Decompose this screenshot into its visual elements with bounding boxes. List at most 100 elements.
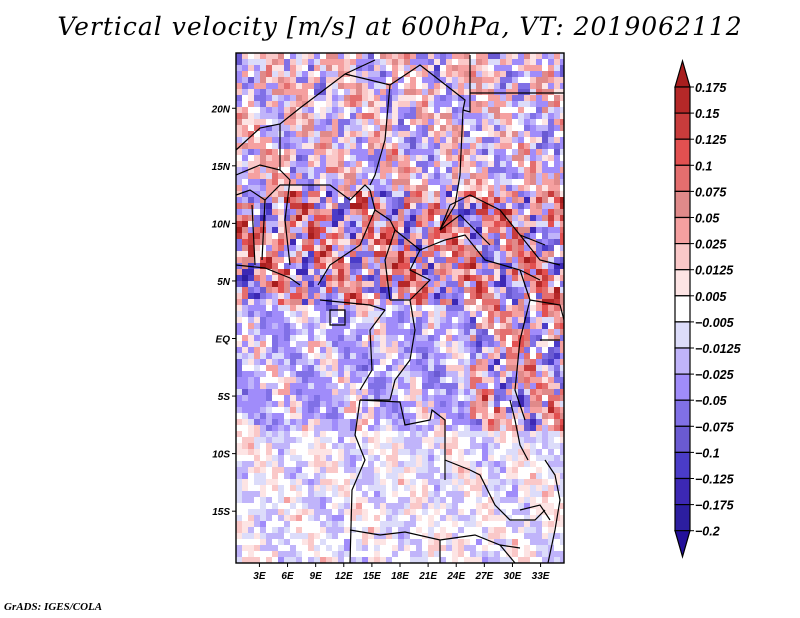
field-cell [374, 527, 380, 533]
field-cell [422, 59, 428, 65]
field-cell [320, 455, 326, 461]
field-cell [386, 455, 392, 461]
y-tick-label: 10N [212, 219, 231, 230]
field-cell [554, 251, 560, 257]
field-cell [470, 113, 476, 119]
field-cell [530, 293, 536, 299]
field-cell [494, 167, 500, 173]
field-cell [470, 251, 476, 257]
field-cell [488, 71, 494, 77]
field-cell [278, 173, 284, 179]
field-cell [446, 479, 452, 485]
field-cell [338, 239, 344, 245]
field-cell [512, 179, 518, 185]
field-cell [380, 161, 386, 167]
field-cell [452, 389, 458, 395]
field-cell [278, 233, 284, 239]
field-cell [482, 425, 488, 431]
field-cell [482, 383, 488, 389]
field-cell [266, 503, 272, 509]
field-cell [398, 515, 404, 521]
field-cell [272, 383, 278, 389]
field-cell [518, 533, 524, 539]
field-cell [506, 539, 512, 545]
field-cell [242, 179, 248, 185]
field-cell [236, 455, 242, 461]
field-cell [236, 149, 242, 155]
field-cell [506, 143, 512, 149]
field-cell [326, 293, 332, 299]
field-cell [494, 203, 500, 209]
field-cell [554, 497, 560, 503]
field-cell [530, 131, 536, 137]
field-cell [476, 389, 482, 395]
field-cell [458, 299, 464, 305]
field-cell [518, 215, 524, 221]
field-cell [326, 479, 332, 485]
field-cell [464, 443, 470, 449]
field-cell [506, 107, 512, 113]
field-cell [368, 53, 374, 59]
field-cell [350, 353, 356, 359]
field-cell [260, 119, 266, 125]
field-cell [386, 341, 392, 347]
field-cell [422, 77, 428, 83]
field-cell [254, 329, 260, 335]
field-cell [398, 185, 404, 191]
field-cell [440, 155, 446, 161]
field-cell [368, 125, 374, 131]
field-cell [524, 509, 530, 515]
field-cell [434, 371, 440, 377]
field-cell [518, 53, 524, 59]
field-cell [536, 155, 542, 161]
field-cell [440, 479, 446, 485]
field-cell [236, 143, 242, 149]
field-cell [500, 161, 506, 167]
field-cell [362, 377, 368, 383]
field-cell [380, 155, 386, 161]
field-cell [296, 113, 302, 119]
field-cell [320, 359, 326, 365]
field-cell [428, 197, 434, 203]
field-cell [470, 161, 476, 167]
field-cell [416, 77, 422, 83]
field-cell [560, 77, 564, 83]
field-cell [272, 263, 278, 269]
field-cell [242, 431, 248, 437]
field-cell [536, 341, 542, 347]
field-cell [236, 521, 242, 527]
field-cell [332, 179, 338, 185]
field-cell [440, 425, 446, 431]
field-cell [512, 269, 518, 275]
field-cell [380, 389, 386, 395]
field-cell [260, 299, 266, 305]
field-cell [470, 209, 476, 215]
field-cell [260, 83, 266, 89]
field-cell [518, 89, 524, 95]
field-cell [296, 149, 302, 155]
field-cell [458, 353, 464, 359]
field-cell [518, 413, 524, 419]
field-cell [254, 521, 260, 527]
field-cell [560, 383, 564, 389]
field-cell [266, 275, 272, 281]
field-cell [416, 161, 422, 167]
field-cell [464, 71, 470, 77]
field-cell [518, 515, 524, 521]
field-cell [254, 371, 260, 377]
field-cell [434, 245, 440, 251]
field-cell [416, 203, 422, 209]
field-cell [314, 275, 320, 281]
field-cell [374, 425, 380, 431]
field-cell [398, 233, 404, 239]
field-cell [392, 311, 398, 317]
field-cell [446, 275, 452, 281]
field-cell [464, 77, 470, 83]
field-cell [464, 185, 470, 191]
field-cell [254, 107, 260, 113]
field-cell [296, 257, 302, 263]
field-cell [332, 449, 338, 455]
field-cell [464, 53, 470, 59]
field-cell [554, 107, 560, 113]
y-tick-label: EQ [216, 335, 231, 346]
